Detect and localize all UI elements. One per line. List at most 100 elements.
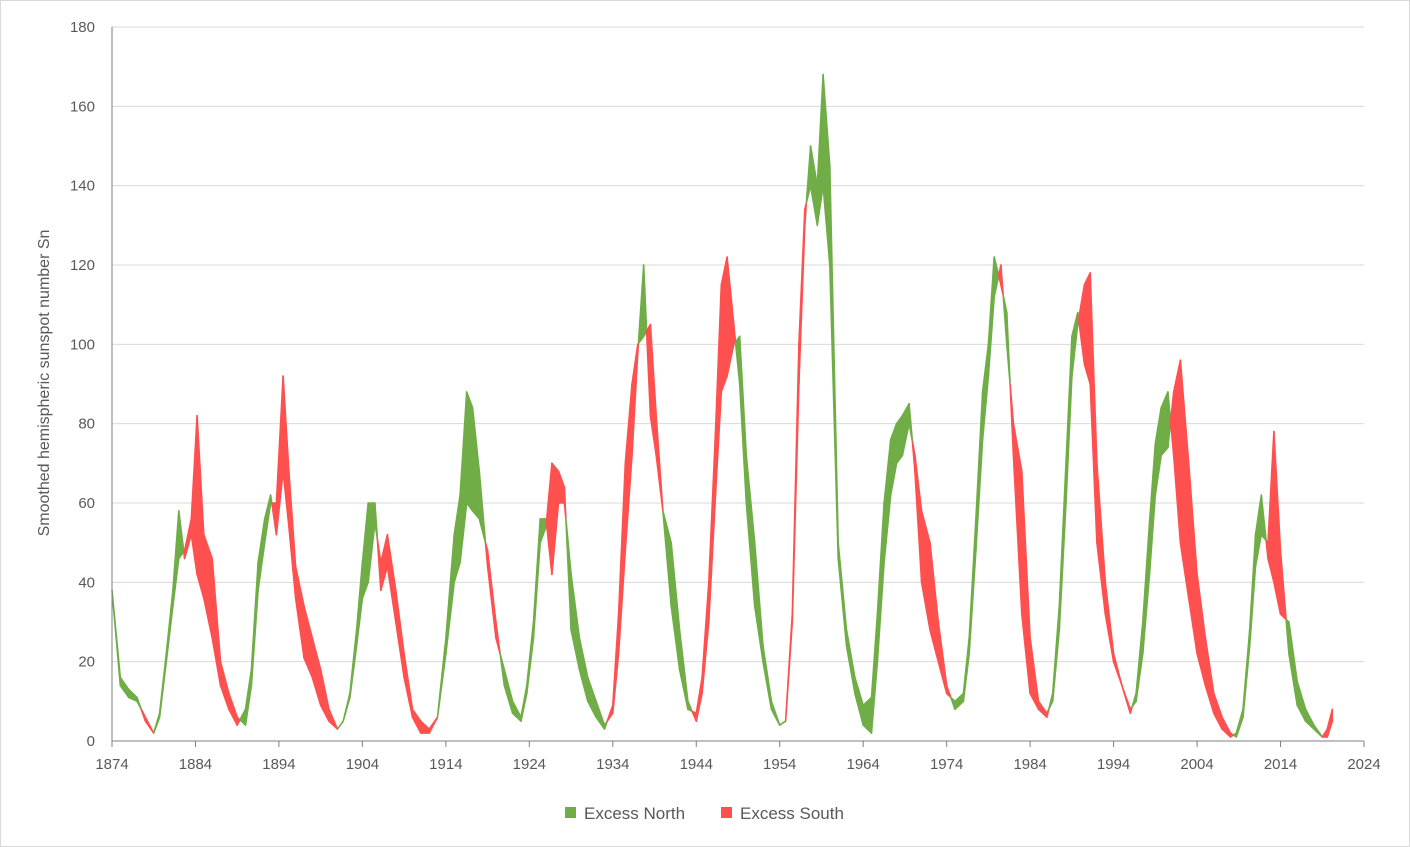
excess-north-band [361, 502, 370, 600]
excess-north-band [178, 510, 185, 560]
excess-north-band [993, 256, 1000, 298]
excess-south-band [914, 454, 923, 584]
excess-south-band [190, 414, 198, 576]
excess-north-band [520, 684, 528, 723]
excess-south-band [1172, 359, 1182, 544]
excess-south-band [1196, 573, 1207, 687]
excess-south-band [328, 708, 339, 730]
excess-north-band [642, 264, 648, 338]
excess-south-band [937, 621, 948, 695]
excess-north-band [158, 652, 168, 719]
x-tick-label: 1874 [95, 756, 128, 773]
excess-fill-areas [111, 73, 1334, 738]
legend-label-excess-north: Excess North [584, 804, 685, 823]
excess-south-band [196, 414, 205, 600]
excess-south-band [636, 342, 640, 354]
excess-north-band [1065, 335, 1073, 504]
x-tick-labels: 1874 1884 1894 1904 1914 1924 1934 1944 1954 1964… [95, 756, 1380, 773]
excess-north-band [908, 402, 914, 443]
excess-north-band [374, 502, 379, 541]
excess-south-band [1326, 708, 1334, 738]
excess-south-band [1121, 684, 1132, 715]
excess-south-band [545, 462, 553, 576]
excess-south-band [236, 716, 241, 726]
y-tick-label: 160 [70, 98, 95, 115]
excess-south-band [303, 605, 314, 679]
excess-north-band [987, 256, 996, 377]
excess-north-band [152, 712, 161, 734]
excess-north-band [269, 494, 273, 504]
excess-north-band [1254, 494, 1263, 568]
excess-north-band [465, 391, 474, 512]
excess-north-band [239, 708, 247, 726]
excess-south-band [1204, 637, 1215, 715]
excess-south-band [1213, 692, 1223, 730]
excess-north-band [127, 688, 138, 703]
excess-north-band [578, 637, 589, 703]
excess-north-band [111, 589, 122, 687]
excess-south-band [428, 716, 439, 734]
excess-south-band [1046, 708, 1050, 719]
excess-north-band [250, 561, 259, 687]
excess-north-band [478, 470, 487, 544]
legend: Excess North Excess South [565, 804, 844, 823]
excess-north-band [503, 668, 514, 715]
excess-north-band [870, 613, 879, 734]
y-axis-title: Smoothed hemispheric sunspot number Sn [36, 230, 53, 537]
excess-south-band [714, 283, 723, 496]
excess-south-band [394, 589, 405, 679]
excess-north-band [1288, 621, 1298, 707]
excess-north-band [854, 676, 865, 726]
excess-north-band [975, 391, 984, 552]
excess-north-band [355, 561, 364, 647]
excess-north-band [770, 700, 781, 726]
x-tick-label: 2004 [1180, 756, 1213, 773]
axes [111, 27, 1365, 747]
excess-south-band [798, 208, 806, 385]
excess-north-band [828, 165, 840, 560]
excess-south-band [386, 533, 397, 623]
x-tick-label: 1884 [179, 756, 212, 773]
excess-south-band [495, 621, 501, 655]
y-tick-label: 80 [78, 416, 95, 433]
excess-south-band [563, 486, 567, 520]
excess-south-band [701, 581, 710, 695]
excess-north-band [954, 692, 965, 711]
x-tick-label: 1964 [847, 756, 880, 773]
excess-south-band [228, 692, 238, 726]
excess-south-band [803, 201, 808, 227]
excess-north-band [883, 438, 892, 564]
excess-north-band [1304, 708, 1315, 730]
excess-south-band [617, 462, 627, 655]
excess-north-band [901, 402, 910, 457]
legend-swatch-excess-north [565, 807, 576, 818]
y-tick-label: 20 [78, 654, 95, 671]
excess-north-band [595, 700, 606, 730]
excess-north-band [809, 145, 819, 227]
excess-north-band [367, 502, 376, 584]
excess-south-band [1000, 264, 1005, 297]
excess-south-band [211, 557, 222, 687]
excess-north-band [1167, 391, 1172, 449]
excess-south-band [784, 613, 794, 723]
excess-north-band [1235, 708, 1244, 738]
excess-south-band [1179, 359, 1190, 600]
excess-north-band [532, 518, 542, 639]
excess-north-band [968, 518, 977, 655]
excess-south-band [720, 256, 728, 393]
excess-north-band [471, 406, 481, 520]
x-tick-label: 1934 [596, 756, 629, 773]
y-tick-label: 140 [70, 178, 95, 195]
excess-north-band [336, 720, 345, 730]
excess-south-band [203, 533, 213, 639]
excess-north-band [822, 73, 831, 266]
x-tick-label: 2014 [1264, 756, 1297, 773]
excess-south-band [557, 470, 566, 504]
excess-north-band [1160, 391, 1169, 457]
excess-south-band [1104, 581, 1115, 663]
excess-north-band [1154, 406, 1162, 496]
excess-south-band [791, 343, 800, 623]
excess-north-band [1313, 724, 1324, 738]
excess-north-band [453, 494, 461, 584]
